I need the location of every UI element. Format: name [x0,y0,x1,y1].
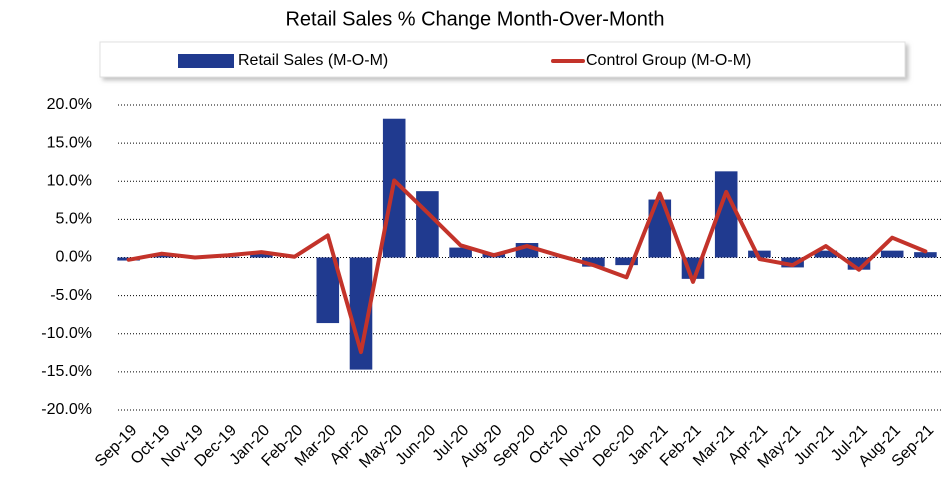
bar [349,257,373,370]
y-tick-label: -20.0% [41,401,92,418]
legend-label: Control Group (M-O-M) [586,52,751,69]
bar [781,257,804,268]
bar [316,257,340,324]
legend-box [99,41,906,78]
y-tick-label: 5.0% [56,211,92,228]
bar [250,252,273,258]
bar [814,250,838,258]
bar [880,250,904,258]
chart-title: Retail Sales % Change Month-Over-Month [285,8,664,30]
bar [150,255,174,258]
y-tick-label: 0.0% [56,249,92,266]
bar [416,191,439,258]
y-tick-label: -5.0% [50,287,92,304]
bar [914,252,937,258]
y-tick-label: 20.0% [47,96,92,113]
bar [714,171,738,258]
y-tick-label: 15.0% [47,134,92,151]
y-tick-label: -15.0% [41,363,92,380]
line [126,178,928,355]
y-tick-label: 10.0% [47,172,92,189]
bar [449,247,472,258]
bar [748,250,771,258]
y-tick-label: -10.0% [41,325,92,342]
bar [615,257,638,266]
bar [582,257,605,267]
x-tick-label: Sep-19 [92,422,141,471]
legend-swatch [178,54,234,68]
legend-label: Retail Sales (M-O-M) [238,52,388,69]
